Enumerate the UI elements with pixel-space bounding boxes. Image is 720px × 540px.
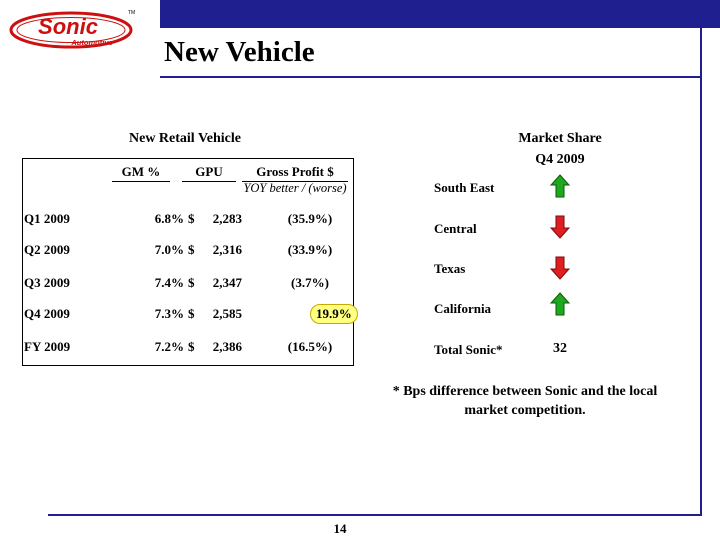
right-border bbox=[700, 28, 702, 516]
currency-symbol: $ bbox=[188, 211, 195, 226]
column-header-gpu: GPU bbox=[182, 164, 236, 182]
row-label: Q2 2009 bbox=[24, 242, 70, 257]
sonic-automotive-logo: Sonic Automotive TM bbox=[9, 10, 135, 49]
gross-profit-value: (35.9%) bbox=[287, 211, 333, 226]
market-share-period: Q4 2009 bbox=[535, 152, 585, 167]
footnote: * Bps difference between Sonic and the l… bbox=[392, 384, 658, 418]
arrow-up-icon bbox=[550, 174, 570, 198]
gross-profit-value: (16.5%) bbox=[287, 339, 333, 354]
region-label: Central bbox=[434, 221, 477, 236]
currency-symbol: $ bbox=[188, 275, 195, 290]
currency-symbol: $ bbox=[188, 242, 195, 257]
gross-profit-value: (3.7%) bbox=[291, 275, 329, 290]
table-row: Q4 2009 7.3% $ 2,585 19.9% bbox=[24, 304, 358, 324]
gpu-value: 2,585 bbox=[212, 306, 242, 321]
footer-rule bbox=[48, 514, 702, 516]
gross-profit-value-highlighted: 19.9% bbox=[310, 304, 358, 324]
region-label: California bbox=[434, 301, 492, 316]
region-label: South East bbox=[434, 180, 495, 195]
total-label: Total Sonic* bbox=[434, 342, 503, 357]
header-bar bbox=[160, 0, 720, 28]
total-value: 32 bbox=[553, 341, 567, 356]
svg-text:Sonic: Sonic bbox=[38, 14, 98, 39]
gpu-value: 2,316 bbox=[212, 242, 242, 257]
table-row: FY 2009 7.2% $ 2,386 (16.5%) bbox=[24, 339, 350, 357]
row-label: Q4 2009 bbox=[24, 306, 70, 321]
row-label: Q1 2009 bbox=[24, 211, 70, 226]
gpu-value: 2,283 bbox=[212, 211, 242, 226]
gm-value: 7.4% bbox=[154, 275, 184, 290]
retail-heading: New Retail Vehicle bbox=[129, 131, 241, 146]
gm-value: 7.2% bbox=[154, 339, 184, 354]
row-label: FY 2009 bbox=[24, 339, 71, 354]
svg-text:Automotive: Automotive bbox=[70, 38, 112, 47]
svg-text:TM: TM bbox=[128, 10, 135, 16]
retail-table bbox=[22, 158, 354, 366]
column-header-gross-profit: Gross Profit $ bbox=[242, 164, 348, 182]
gross-profit-value: (33.9%) bbox=[287, 242, 333, 257]
arrow-down-icon bbox=[550, 215, 570, 239]
yoy-note: YOY better / (worse) bbox=[243, 181, 347, 195]
market-share-heading: Market Share bbox=[518, 131, 602, 146]
page-title: New Vehicle bbox=[164, 36, 315, 68]
gm-value: 7.3% bbox=[154, 306, 184, 321]
region-label: Texas bbox=[434, 261, 466, 276]
arrow-down-icon bbox=[550, 256, 570, 280]
table-row: Q2 2009 7.0% $ 2,316 (33.9%) bbox=[24, 242, 350, 260]
gpu-value: 2,347 bbox=[212, 275, 242, 290]
gm-value: 7.0% bbox=[154, 242, 184, 257]
gm-value: 6.8% bbox=[154, 211, 184, 226]
title-underline bbox=[160, 76, 702, 78]
page-number: 14 bbox=[333, 521, 347, 536]
row-label: Q3 2009 bbox=[24, 275, 70, 290]
gpu-value: 2,386 bbox=[212, 339, 242, 354]
column-header-gm: GM % bbox=[112, 164, 170, 182]
table-row: Q1 2009 6.8% $ 2,283 (35.9%) bbox=[24, 211, 350, 229]
currency-symbol: $ bbox=[188, 339, 195, 354]
table-row: Q3 2009 7.4% $ 2,347 (3.7%) bbox=[24, 275, 350, 293]
currency-symbol: $ bbox=[188, 306, 195, 321]
arrow-up-icon bbox=[550, 292, 570, 316]
